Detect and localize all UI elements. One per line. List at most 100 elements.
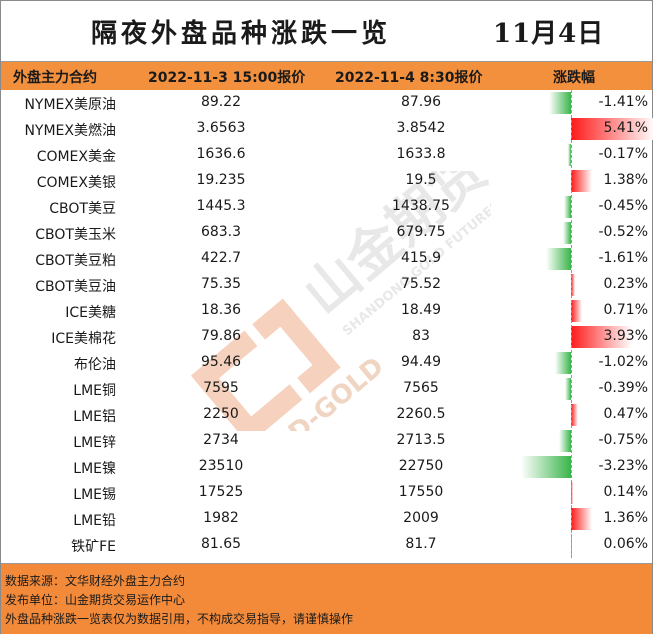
change-pct: -0.17% xyxy=(598,146,648,162)
footer-disclaimer: 外盘品种涨跌一览表仅为数据引用，不构成交易指导，请谨慎操作 xyxy=(5,612,354,626)
prev-price: 95.46 xyxy=(200,354,242,370)
table-row: COMEX美银 19.235 19.5 1.38% xyxy=(1,168,652,194)
change-bar xyxy=(571,482,574,504)
change-bar xyxy=(571,300,582,322)
contract-name: CBOT美玉米 xyxy=(35,227,116,243)
change-bar xyxy=(571,326,632,348)
cur-price: 83 xyxy=(412,328,430,344)
contract-name: CBOT美豆 xyxy=(49,201,116,217)
table-row: ICE美糖 18.36 18.49 0.71% xyxy=(1,298,652,324)
table-row: LME铅 1982 2009 1.36% xyxy=(1,506,652,532)
prev-price: 422.7 xyxy=(200,250,242,266)
prev-price: 18.36 xyxy=(200,302,242,318)
page-title: 隔夜外盘品种涨跌一览 xyxy=(91,19,392,49)
contract-name: LME铅 xyxy=(73,513,116,529)
header-change: 涨跌幅 xyxy=(553,70,595,86)
contract-name: NYMEX美原油 xyxy=(24,97,116,113)
table-row: NYMEX美燃油 3.6563 3.8542 5.41% xyxy=(1,116,653,142)
prev-price: 89.22 xyxy=(200,94,242,110)
change-bar xyxy=(568,144,571,166)
prev-price: 1982 xyxy=(203,510,239,526)
change-bar xyxy=(555,352,571,374)
header-cur-price: 2022-11-4 8:30报价 xyxy=(335,70,483,86)
change-pct: 0.06% xyxy=(603,536,648,552)
cur-price: 1633.8 xyxy=(396,146,446,162)
title-bar: 隔夜外盘品种涨跌一览 11月4日 xyxy=(1,1,652,62)
cur-price: 22750 xyxy=(398,458,444,474)
cur-price: 94.49 xyxy=(400,354,442,370)
contract-name: CBOT美豆粕 xyxy=(35,253,116,269)
table-row: LME铝 2250 2260.5 0.47% xyxy=(1,402,652,428)
change-bar xyxy=(549,92,571,114)
table-row: LME镍 23510 22750 -3.23% xyxy=(1,454,652,480)
prev-price: 3.6563 xyxy=(196,120,246,136)
change-bar xyxy=(571,508,593,530)
prev-price: 2250 xyxy=(203,406,239,422)
table-row: 铁矿FE 81.65 81.7 0.06% xyxy=(1,532,652,558)
cur-price: 75.52 xyxy=(400,276,442,292)
prev-price: 81.65 xyxy=(200,536,242,552)
prev-price: 1445.3 xyxy=(196,198,246,214)
contract-name: LME锌 xyxy=(73,435,116,451)
prev-price: 7595 xyxy=(203,380,239,396)
cur-price: 2713.5 xyxy=(396,432,446,448)
table-row: CBOT美豆粕 422.7 415.9 -1.61% xyxy=(1,246,652,272)
footer-source: 数据来源：文华财经外盘主力合约 xyxy=(5,574,186,588)
cur-price: 87.96 xyxy=(400,94,442,110)
change-pct: -1.02% xyxy=(598,354,648,370)
prev-price: 17525 xyxy=(198,484,244,500)
change-pct: -0.39% xyxy=(598,380,648,396)
cur-price: 415.9 xyxy=(400,250,442,266)
change-bar xyxy=(564,196,571,218)
prev-price: 2734 xyxy=(203,432,239,448)
contract-name: LME铝 xyxy=(73,409,116,425)
table-row: LME锡 17525 17550 0.14% xyxy=(1,480,652,506)
cur-price: 2260.5 xyxy=(396,406,446,422)
change-bar xyxy=(571,404,579,426)
change-pct: 1.36% xyxy=(603,510,648,526)
change-pct: -1.61% xyxy=(598,250,648,266)
table-row: COMEX美金 1636.6 1633.8 -0.17% xyxy=(1,142,652,168)
table-row: LME锌 2734 2713.5 -0.75% xyxy=(1,428,652,454)
change-bar xyxy=(559,430,571,452)
change-pct: -1.41% xyxy=(598,94,648,110)
cur-price: 17550 xyxy=(398,484,444,500)
change-pct: -3.23% xyxy=(598,458,648,474)
change-pct: -0.45% xyxy=(598,198,648,214)
contract-name: CBOT美豆油 xyxy=(35,279,116,295)
contract-name: COMEX美银 xyxy=(36,175,116,191)
cur-price: 2009 xyxy=(403,510,439,526)
table-row: 布伦油 95.46 94.49 -1.02% xyxy=(1,350,652,376)
change-pct: 0.23% xyxy=(603,276,648,292)
change-bar xyxy=(564,378,571,400)
report-date: 11月4日 xyxy=(493,19,605,49)
change-pct: 0.14% xyxy=(603,484,648,500)
prev-price: 79.86 xyxy=(200,328,242,344)
header-prev-price: 2022-11-3 15:00报价 xyxy=(148,70,306,86)
change-bar xyxy=(546,248,571,270)
contract-name: ICE美糖 xyxy=(65,305,116,321)
contract-name: COMEX美金 xyxy=(36,149,116,165)
table-row: CBOT美玉米 683.3 679.75 -0.52% xyxy=(1,220,652,246)
contract-name: ICE美棉花 xyxy=(51,331,116,347)
change-pct: 5.41% xyxy=(603,120,648,136)
contract-name: 铁矿FE xyxy=(71,539,116,555)
cur-price: 18.49 xyxy=(400,302,442,318)
table-row: LME铜 7595 7565 -0.39% xyxy=(1,376,652,402)
cur-price: 19.5 xyxy=(405,172,437,188)
cur-price: 679.75 xyxy=(396,224,446,240)
change-pct: -0.75% xyxy=(598,432,648,448)
prev-price: 19.235 xyxy=(196,172,246,188)
table-row: ICE美棉花 79.86 83 3.93% xyxy=(1,324,652,350)
table-row: CBOT美豆油 75.35 75.52 0.23% xyxy=(1,272,652,298)
change-pct: -0.52% xyxy=(598,224,648,240)
change-pct: 0.47% xyxy=(603,406,648,422)
change-bar xyxy=(571,170,593,192)
prev-price: 1636.6 xyxy=(196,146,246,162)
contract-name: LME锡 xyxy=(73,487,116,503)
cur-price: 81.7 xyxy=(405,536,437,552)
change-bar xyxy=(571,274,575,296)
prev-price: 683.3 xyxy=(200,224,242,240)
change-axis xyxy=(571,90,572,558)
change-bar xyxy=(562,222,571,244)
